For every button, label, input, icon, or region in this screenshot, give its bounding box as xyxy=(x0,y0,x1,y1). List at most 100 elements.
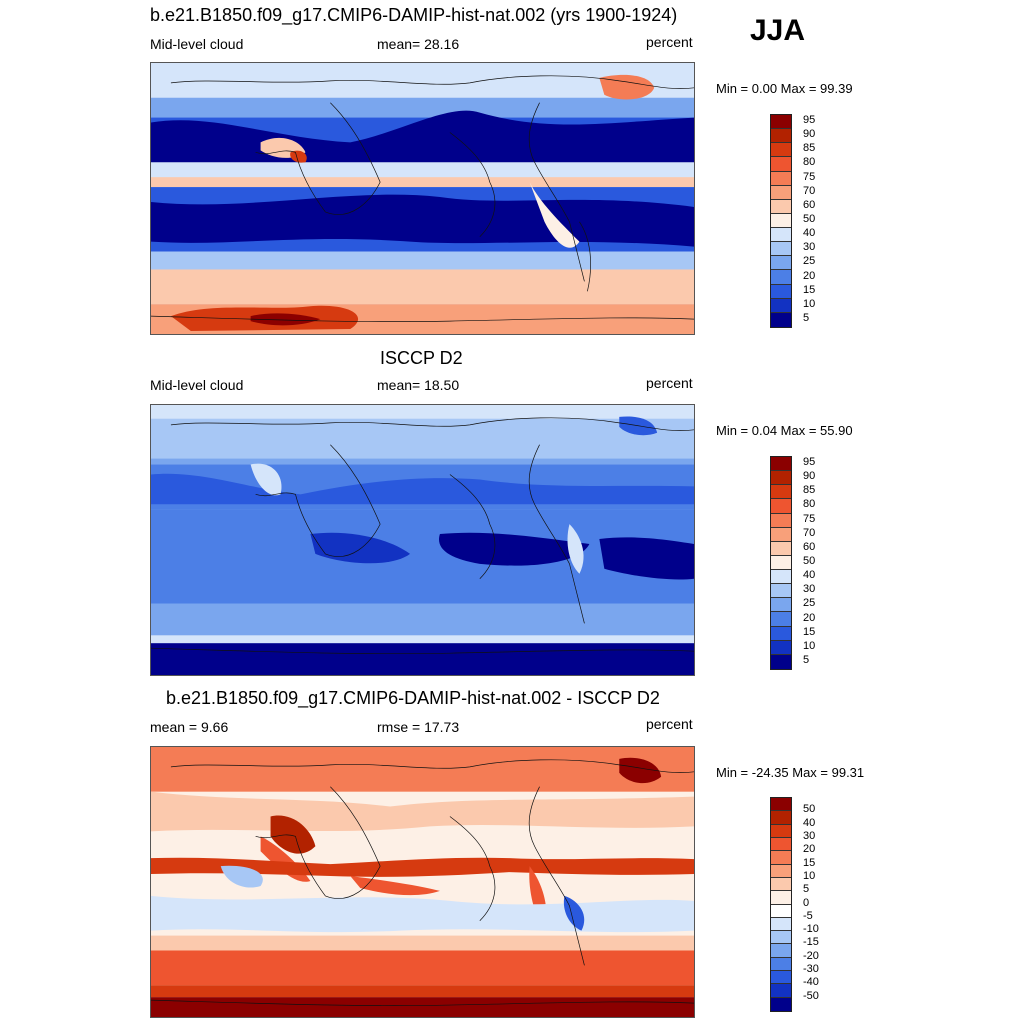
colorbar-tick-label: 10 xyxy=(803,297,816,310)
colorbar-tick-label: -15 xyxy=(803,936,819,949)
colorbar-tick-label: 85 xyxy=(803,142,816,155)
colorbar-box xyxy=(771,824,791,838)
season-label: JJA xyxy=(750,14,806,47)
panel-1-colorbar xyxy=(770,114,792,328)
colorbar-box xyxy=(771,185,791,200)
panel-1-units-label: percent xyxy=(646,34,693,50)
colorbar-tick-label: 95 xyxy=(803,114,816,127)
colorbar-tick-label: 20 xyxy=(803,611,816,624)
colorbar-tick-label: 50 xyxy=(803,803,816,816)
colorbar-box xyxy=(771,499,791,514)
panel-3-map xyxy=(150,746,695,1018)
panel-2-minmax: Min = 0.04 Max = 55.90 xyxy=(716,423,853,438)
colorbar-tick-label: 60 xyxy=(803,540,816,553)
colorbar-box xyxy=(771,957,791,972)
colorbar-tick-label: -20 xyxy=(803,949,819,962)
colorbar-box xyxy=(771,626,791,641)
colorbar-box xyxy=(771,837,791,852)
colorbar-tick-label: 80 xyxy=(803,156,816,169)
colorbar-tick-label: 75 xyxy=(803,512,816,525)
colorbar-tick-label: 20 xyxy=(803,843,816,856)
panel-1-minmax: Min = 0.00 Max = 99.39 xyxy=(716,81,853,96)
colorbar-tick-label: -50 xyxy=(803,989,819,1002)
colorbar-tick-label: 40 xyxy=(803,569,816,582)
panel-2-title: ISCCP D2 xyxy=(380,348,463,368)
panel-1-variable-label: Mid-level cloud xyxy=(150,36,244,52)
colorbar-box xyxy=(771,143,791,158)
colorbar-box xyxy=(771,877,791,892)
colorbar-tick-label: 50 xyxy=(803,555,816,567)
colorbar-tick-label: 15 xyxy=(803,856,816,869)
colorbar-box xyxy=(771,904,791,918)
colorbar-box xyxy=(771,851,791,865)
colorbar-box xyxy=(771,228,791,243)
colorbar-box xyxy=(771,312,791,327)
panel-1-title: b.e21.B1850.f09_g17.CMIP6-DAMIP-hist-nat… xyxy=(150,5,678,25)
panel-3-units-label: percent xyxy=(646,716,693,732)
colorbar-box xyxy=(771,917,791,932)
colorbar-tick-label: 10 xyxy=(803,869,816,882)
colorbar-tick-label: 5 xyxy=(803,883,810,896)
colorbar-box xyxy=(771,471,791,486)
colorbar-tick-label: 5 xyxy=(803,653,810,666)
colorbar-box xyxy=(771,242,791,257)
panel-2-mean-label: mean= 18.50 xyxy=(377,377,460,393)
colorbar-box xyxy=(771,171,791,186)
panel-2-map xyxy=(150,404,695,676)
colorbar-tick-label: -40 xyxy=(803,976,819,989)
colorbar-box xyxy=(771,654,791,669)
panel-1-mean-label: mean= 28.16 xyxy=(377,36,460,52)
colorbar-box xyxy=(771,984,791,998)
colorbar-box xyxy=(771,298,791,313)
colorbar-tick-label: 0 xyxy=(803,896,810,909)
panel-2-variable-label: Mid-level cloud xyxy=(150,377,244,393)
colorbar-box xyxy=(771,944,791,958)
colorbar-box xyxy=(771,485,791,500)
colorbar-tick-label: 40 xyxy=(803,227,816,240)
colorbar-box xyxy=(771,798,791,812)
colorbar-box xyxy=(771,129,791,144)
colorbar-box xyxy=(771,213,791,228)
colorbar-tick-label: 50 xyxy=(803,213,816,225)
colorbar-tick-label: 90 xyxy=(803,128,816,141)
colorbar-box xyxy=(771,157,791,172)
colorbar-box xyxy=(771,971,791,985)
panel-2-colorbar xyxy=(770,456,792,670)
panel-2-units-label: percent xyxy=(646,375,693,391)
colorbar-tick-label: 80 xyxy=(803,498,816,511)
colorbar-box xyxy=(771,199,791,214)
colorbar-tick-label: 70 xyxy=(803,184,816,197)
colorbar-box xyxy=(771,640,791,655)
panel-3-colorbar xyxy=(770,797,792,1012)
colorbar-box xyxy=(771,931,791,945)
colorbar-box xyxy=(771,811,791,825)
colorbar-box xyxy=(771,284,791,299)
panel-3-minmax: Min = -24.35 Max = 99.31 xyxy=(716,765,865,780)
colorbar-tick-label: 25 xyxy=(803,255,816,268)
colorbar-box xyxy=(771,513,791,528)
colorbar-box xyxy=(771,555,791,570)
colorbar-box xyxy=(771,864,791,878)
colorbar-tick-label: -30 xyxy=(803,963,819,976)
colorbar-tick-label: 5 xyxy=(803,311,810,324)
colorbar-tick-label: 60 xyxy=(803,198,816,211)
colorbar-box xyxy=(771,997,791,1011)
colorbar-box xyxy=(771,598,791,613)
panel-3-mean-label: mean = 9.66 xyxy=(150,719,229,735)
colorbar-tick-label: 15 xyxy=(803,283,816,296)
colorbar-tick-label: 30 xyxy=(803,583,816,596)
colorbar-tick-label: 20 xyxy=(803,269,816,282)
colorbar-box xyxy=(771,256,791,271)
colorbar-tick-label: 40 xyxy=(803,816,816,829)
colorbar-tick-label: 95 xyxy=(803,456,816,469)
colorbar-tick-label: 85 xyxy=(803,484,816,497)
panel-3-title: b.e21.B1850.f09_g17.CMIP6-DAMIP-hist-nat… xyxy=(166,688,660,708)
panel-1-map xyxy=(150,62,695,335)
colorbar-tick-label: 15 xyxy=(803,625,816,638)
colorbar-tick-label: 10 xyxy=(803,639,816,652)
colorbar-box xyxy=(771,115,791,130)
colorbar-tick-label: 75 xyxy=(803,170,816,183)
colorbar-box xyxy=(771,612,791,627)
colorbar-box xyxy=(771,457,791,472)
colorbar-tick-label: -10 xyxy=(803,923,819,936)
